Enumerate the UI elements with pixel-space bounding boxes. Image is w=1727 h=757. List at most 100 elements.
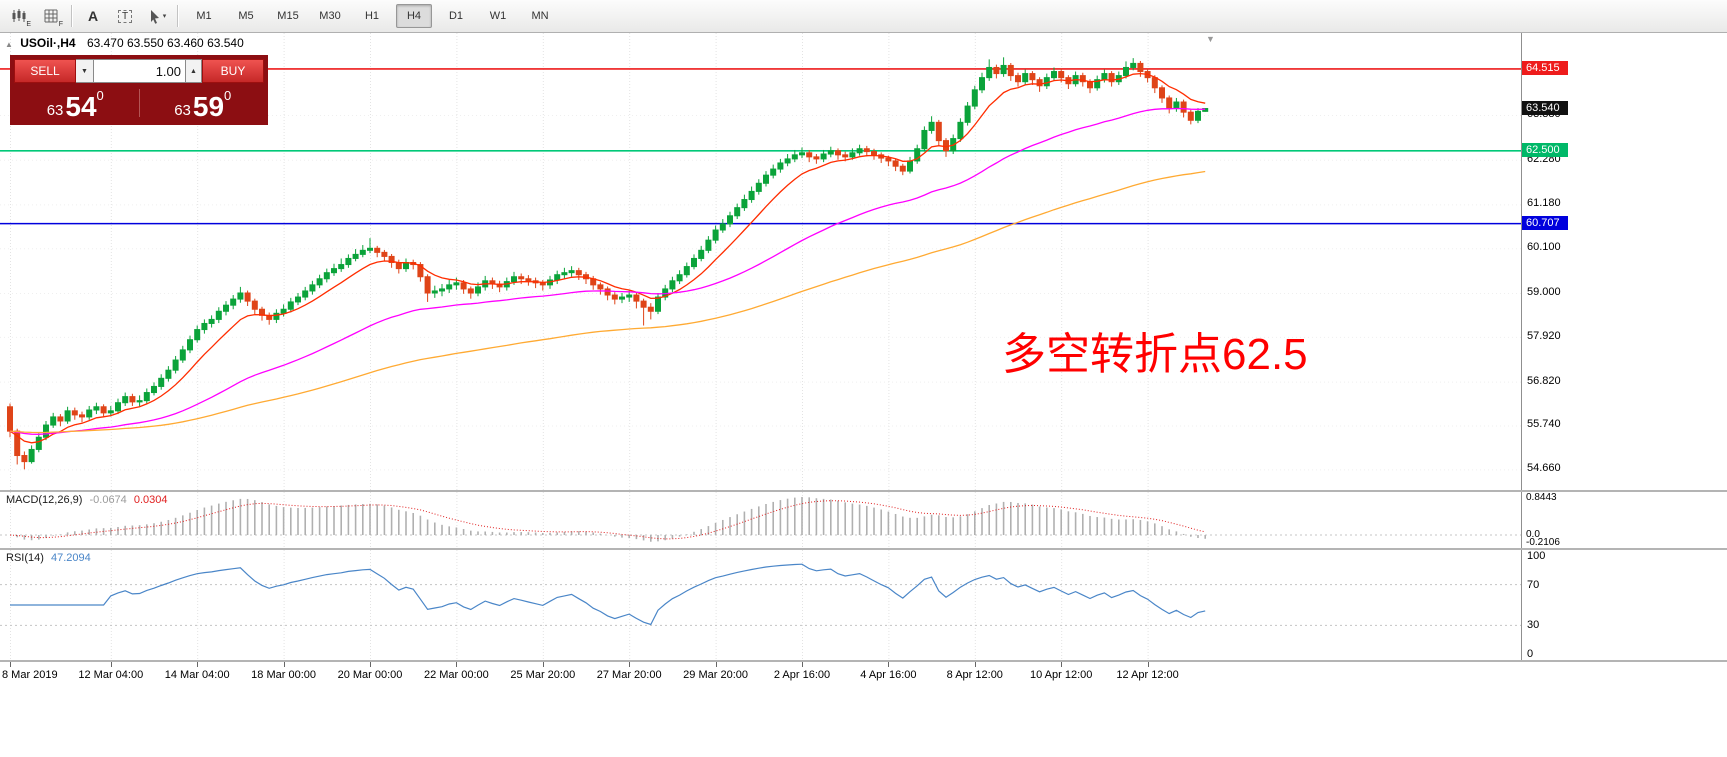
time-axis-label: 12 Mar 04:00 (78, 669, 144, 681)
volume-stepper[interactable]: ▲ (186, 59, 202, 83)
text-tool-icon[interactable]: A (87, 8, 99, 24)
panel-splitter[interactable] (0, 660, 1727, 662)
timeframe-w1[interactable]: W1 (489, 10, 507, 22)
symbol-title: USOil·,H4 (20, 36, 76, 50)
cursor-tool-icon[interactable]: ▾ (144, 4, 170, 28)
time-tick (1061, 662, 1063, 667)
buy-button[interactable]: BUY (202, 59, 264, 83)
ask-sup: 0 (224, 88, 232, 103)
trade-panel-prices: 63 54 0 63 59 0 (14, 85, 264, 121)
macd-scale-label: 0.8443 (1526, 492, 1557, 503)
panel-splitter[interactable] (0, 548, 1727, 550)
price-scale-badge: 62.500 (1522, 142, 1568, 157)
toolbar-separator (177, 5, 179, 27)
ohlc-values: 63.470 63.550 63.460 63.540 (86, 36, 244, 50)
time-tick (10, 662, 11, 667)
time-axis-label: 27 Mar 20:00 (596, 669, 662, 681)
rsi-scale[interactable]: 100 70 30 0 (1521, 550, 1727, 660)
time-tick (197, 662, 199, 667)
price-scale-label: 56.820 (1527, 374, 1561, 387)
macd-scale[interactable]: 0.8443 0.0 -0.2106 (1521, 492, 1727, 548)
price-scale-badge: 63.540 (1522, 100, 1568, 115)
price-scale-label: 61.180 (1527, 197, 1561, 210)
rsi-scale-label: 30 (1527, 619, 1540, 632)
rsi-value: 47.2094 (50, 552, 91, 564)
rsi-name: RSI(14) (6, 552, 44, 564)
panel-splitter[interactable] (0, 490, 1727, 492)
timeframe-m5[interactable]: M5 (238, 10, 254, 22)
price-scale-label: 54.660 (1527, 462, 1561, 475)
sell-button[interactable]: SELL (14, 59, 76, 83)
time-tick (542, 662, 544, 667)
label-tool-icon[interactable]: T (112, 4, 138, 28)
time-tick (888, 662, 890, 667)
price-scale-badge: 64.515 (1522, 60, 1568, 75)
bid-main: 54 (65, 91, 97, 123)
timeframe-m30[interactable]: M30 (319, 10, 341, 22)
one-click-trading-panel: SELL ▼ ▲ BUY 63 54 0 63 59 0 (10, 55, 268, 125)
icon-badge: E (26, 21, 31, 28)
candlesticks-icon[interactable]: E (6, 4, 32, 28)
timeframe-h1[interactable]: H1 (364, 10, 380, 22)
volume-dropdown[interactable]: ▼ (76, 59, 94, 83)
time-axis-label: 14 Mar 04:00 (164, 669, 230, 681)
price-scale-label: 55.740 (1527, 418, 1561, 431)
ask-prefix: 63 (174, 101, 191, 119)
toolbar-chart-icons: E F (6, 4, 64, 28)
collapse-icon[interactable]: ▲ (5, 40, 13, 49)
time-axis[interactable]: 8 Mar 2019 12 Mar 04:00 14 Mar 04:00 18 Mar… (0, 662, 1727, 688)
volume-input[interactable] (94, 59, 186, 83)
timeframe-mn[interactable]: MN (531, 10, 549, 22)
rsi-scale-label: 70 (1527, 578, 1540, 591)
time-tick (715, 662, 717, 667)
ask-main: 59 (192, 91, 225, 123)
price-scale-badge: 60.707 (1522, 215, 1568, 230)
candlestick-chart (0, 33, 1521, 490)
rsi-scale-label: 100 (1527, 550, 1546, 562)
bid-sup: 0 (96, 88, 104, 103)
time-tick (974, 662, 976, 667)
toolbar-object-icons: A T ▾ (80, 4, 170, 28)
time-tick (802, 662, 803, 667)
chart-annotation: 多空转折点62.5 (1002, 330, 1308, 379)
macd-panel[interactable]: MACD(12,26,9) -0.0674 0.0304 (0, 492, 1521, 548)
price-divider (138, 89, 140, 117)
time-axis-label: 20 Mar 00:00 (337, 669, 403, 681)
time-axis-label: 18 Mar 00:00 (251, 669, 316, 681)
timeframe-d1[interactable]: D1 (448, 10, 464, 22)
time-axis-label: 8 Apr 12:00 (946, 669, 1003, 681)
timeframe-m1[interactable]: M1 (196, 10, 212, 22)
price-scale-label: 57.920 (1527, 329, 1561, 342)
macd-label: MACD(12,26,9) -0.0674 0.0304 (6, 494, 168, 506)
macd-histogram-chart (0, 492, 1521, 548)
time-axis-label: 10 Apr 12:00 (1029, 669, 1093, 681)
macd-signal-value: 0.0304 (133, 494, 168, 506)
rsi-scale-label: 0 (1527, 648, 1534, 660)
time-axis-label: 2 Apr 16:00 (773, 669, 831, 681)
timeframe-bar: M1 M5 M15 M30 H1 H4 D1 W1 MN (186, 4, 558, 28)
time-axis-label: 12 Apr 12:00 (1116, 669, 1179, 681)
ask-price: 63 59 0 (142, 85, 265, 121)
rsi-panel[interactable]: RSI(14) 47.2094 (0, 550, 1521, 660)
toolbar: E F A T ▾ M (0, 0, 1727, 33)
time-tick (456, 662, 458, 667)
grid-icon[interactable]: F (38, 4, 64, 28)
price-scale-label: 60.100 (1527, 241, 1561, 254)
scroll-position-marker[interactable]: ▼ (1206, 34, 1215, 44)
time-axis-label: 25 Mar 20:00 (510, 669, 576, 681)
time-tick (629, 662, 631, 667)
time-axis-label: 29 Mar 20:00 (683, 669, 748, 681)
time-axis-label: 4 Apr 16:00 (860, 669, 917, 681)
time-tick (283, 662, 285, 667)
time-axis-label: 22 Mar 00:00 (423, 669, 489, 681)
price-scale[interactable]: 63.38062.28061.18060.10059.00057.92056.8… (1521, 33, 1727, 490)
macd-main-value: -0.0674 (89, 494, 127, 506)
rsi-label: RSI(14) 47.2094 (6, 552, 91, 564)
timeframe-h4[interactable]: H4 (396, 4, 432, 28)
main-chart-panel[interactable]: ▲ USOil·,H4 63.470 63.550 63.460 63.540 … (0, 33, 1521, 490)
toolbar-separator (71, 5, 73, 27)
trade-panel-controls: SELL ▼ ▲ BUY (14, 59, 264, 83)
chart-header: ▲ USOil·,H4 63.470 63.550 63.460 63.540 (5, 36, 244, 50)
timeframe-m15[interactable]: M15 (277, 10, 299, 22)
